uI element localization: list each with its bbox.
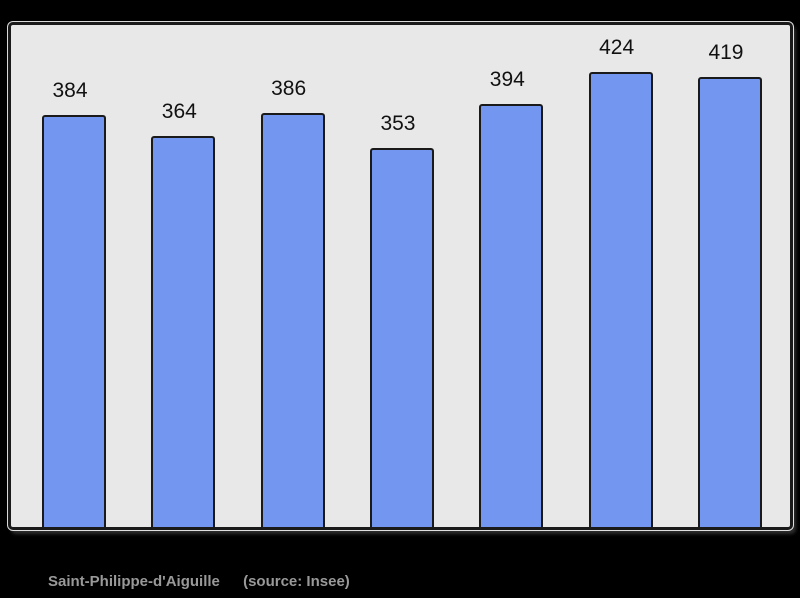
- bar-value-label: 384: [52, 79, 88, 102]
- population-bar: [588, 72, 653, 527]
- bar-column: 353: [369, 25, 434, 527]
- bar-column: 419: [697, 25, 762, 527]
- caption-title: Saint-Philippe-d'Aiguille: [48, 573, 220, 590]
- bar-value-label: 419: [708, 41, 744, 64]
- chart-frame: 384 364 386 353 394 424 419: [8, 22, 793, 530]
- bar-column: 394: [479, 25, 544, 527]
- population-bar: [479, 104, 544, 527]
- bars-container: 384 364 386 353 394 424 419: [11, 25, 790, 527]
- bar-column: 384: [42, 25, 106, 527]
- bar-column: 424: [588, 25, 653, 527]
- population-bar: [697, 77, 762, 527]
- population-bar: [260, 113, 325, 527]
- chart-caption: Saint-Philippe-d'Aiguille (source: Insee…: [48, 573, 350, 590]
- bar-value-label: 386: [271, 77, 307, 100]
- bar-value-label: 424: [599, 36, 635, 59]
- bar-value-label: 364: [161, 100, 197, 123]
- bar-column: 364: [151, 25, 216, 527]
- bar-column: 386: [260, 25, 325, 527]
- population-bar: [369, 148, 434, 527]
- caption-source: (source: Insee): [243, 573, 350, 590]
- bar-value-label: 353: [380, 112, 416, 135]
- population-bar: [151, 136, 216, 527]
- population-bar: [42, 115, 106, 527]
- bar-value-label: 394: [489, 68, 525, 91]
